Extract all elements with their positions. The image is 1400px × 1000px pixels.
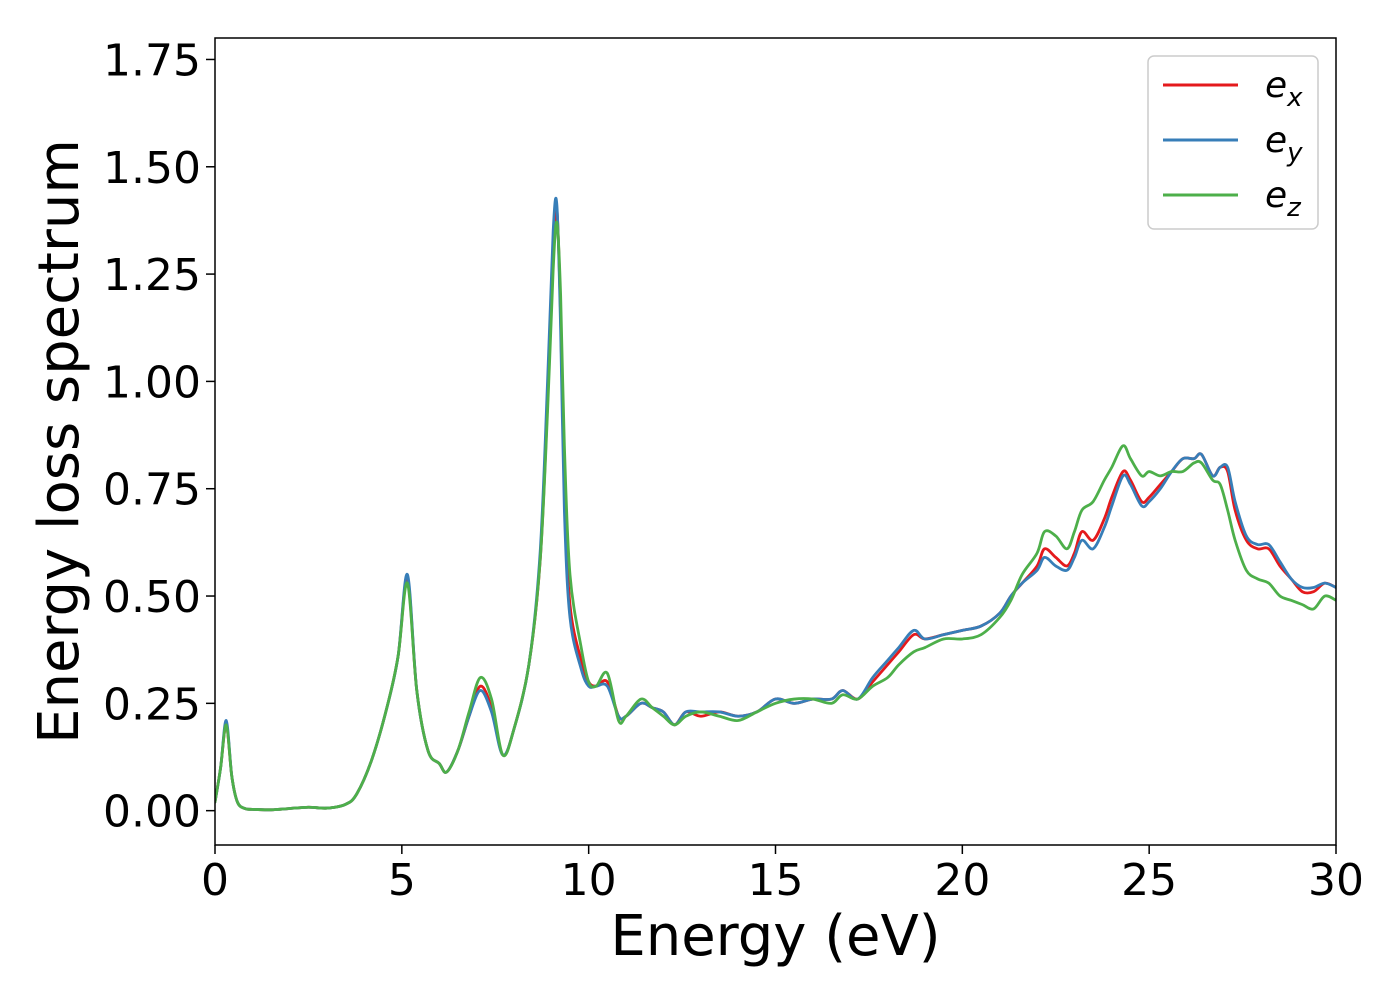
series-line-z: [215, 220, 1336, 812]
y-tick-label: 1.75: [103, 35, 201, 86]
legend: ex ey ez: [1147, 55, 1319, 230]
y-tick-label: 0.00: [103, 787, 201, 838]
legend-label-x: ex: [1265, 65, 1303, 113]
y-axis-label: Energy loss spectrum: [27, 139, 92, 744]
x-tick-label: 0: [201, 855, 229, 906]
x-tick-label: 5: [388, 855, 416, 906]
y-tick-label: 0.25: [103, 679, 201, 730]
y-tick-label: 0.75: [103, 465, 201, 516]
x-tick-label: 15: [748, 855, 804, 906]
legend-label-z: ez: [1265, 175, 1302, 223]
x-tick-label: 10: [561, 855, 617, 906]
x-axis-label: Energy (eV): [610, 904, 940, 969]
series-layer: [215, 196, 1336, 812]
y-tick-label: 1.00: [103, 357, 201, 408]
x-tick-label: 20: [934, 855, 990, 906]
x-tick-label: 30: [1308, 855, 1364, 906]
ticks-layer: 0 5 10 15 20 25 30 0.00 0.25 0.50 0.75 1.00 1.25 1.50…: [103, 35, 1364, 906]
y-tick-label: 0.50: [103, 572, 201, 623]
x-tick-label: 25: [1121, 855, 1177, 906]
legend-box: [1147, 55, 1319, 230]
legend-label-y: ey: [1265, 120, 1303, 168]
y-tick-label: 1.50: [103, 143, 201, 194]
y-tick-label: 1.25: [103, 250, 201, 301]
